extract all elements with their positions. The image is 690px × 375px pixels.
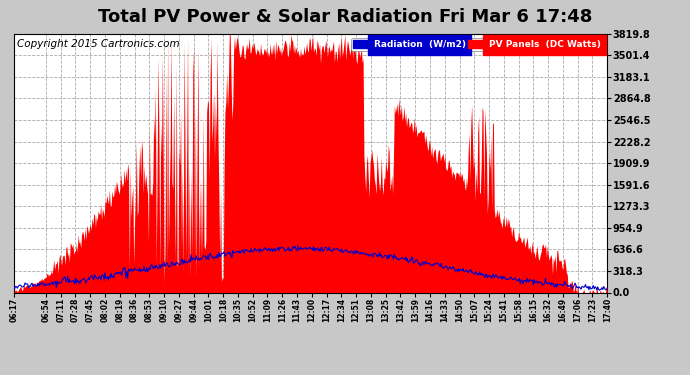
Text: Total PV Power & Solar Radiation Fri Mar 6 17:48: Total PV Power & Solar Radiation Fri Mar… — [98, 8, 592, 26]
Legend: Radiation  (W/m2), PV Panels  (DC Watts): Radiation (W/m2), PV Panels (DC Watts) — [351, 38, 602, 51]
Text: Copyright 2015 Cartronics.com: Copyright 2015 Cartronics.com — [17, 39, 179, 49]
